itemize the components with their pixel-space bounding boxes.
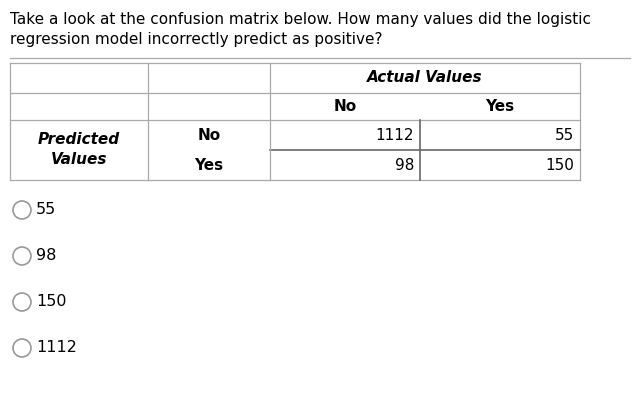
Text: Actual Values: Actual Values [367, 71, 483, 86]
Text: 150: 150 [36, 295, 66, 309]
Text: regression model incorrectly predict as positive?: regression model incorrectly predict as … [10, 32, 383, 47]
Text: 150: 150 [545, 158, 574, 173]
Text: 1112: 1112 [376, 127, 414, 143]
Text: No: No [334, 99, 357, 114]
Text: 98: 98 [36, 248, 56, 263]
Text: 98: 98 [395, 158, 414, 173]
Text: 55: 55 [36, 202, 56, 217]
Text: 55: 55 [555, 127, 574, 143]
Text: Take a look at the confusion matrix below. How many values did the logistic: Take a look at the confusion matrix belo… [10, 12, 591, 27]
Text: Predicted: Predicted [38, 133, 120, 148]
Text: 1112: 1112 [36, 341, 77, 355]
Text: Yes: Yes [486, 99, 514, 114]
Text: Yes: Yes [194, 158, 224, 173]
Text: No: No [197, 127, 220, 143]
Text: Values: Values [50, 153, 107, 168]
